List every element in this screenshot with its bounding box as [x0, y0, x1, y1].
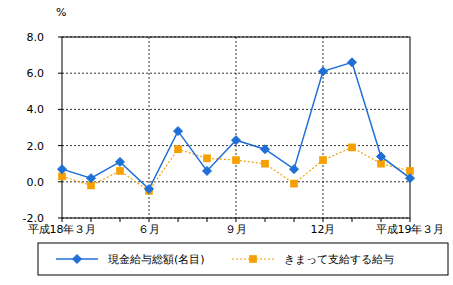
x-tick: [62, 218, 63, 222]
marker: [406, 174, 415, 183]
marker: [232, 156, 240, 164]
legend-label: きまって支給する給与: [284, 253, 394, 266]
legend-box: [38, 243, 448, 275]
y-tick-label: 4.0: [27, 103, 45, 116]
marker: [319, 67, 328, 76]
x-tick: [91, 218, 92, 222]
y-axis-label: %: [56, 6, 66, 19]
grid-line: [323, 37, 324, 218]
plot-area: [58, 58, 415, 195]
marker: [116, 167, 124, 175]
series-line: [62, 62, 410, 189]
x-tick: [381, 218, 382, 222]
x-tick-label: ９月: [225, 223, 247, 236]
marker: [290, 165, 299, 174]
x-tick-label: 平成18年３月: [28, 223, 97, 236]
legend-marker: [73, 255, 82, 264]
marker: [174, 127, 183, 136]
marker: [261, 145, 270, 154]
chart: -2.00.02.04.06.08.0%平成18年３月６月９月12月平成19年３…: [0, 0, 453, 285]
y-tick: [58, 73, 62, 74]
x-tick: [207, 218, 208, 222]
x-tick-label: ６月: [138, 223, 160, 236]
marker: [232, 136, 241, 145]
legend-label: 現金給与総額(名目): [108, 253, 205, 266]
marker: [319, 156, 327, 164]
x-tick: [178, 218, 179, 222]
x-tick-label: 平成19年３月: [376, 223, 445, 236]
marker: [261, 160, 269, 168]
marker: [203, 154, 211, 162]
marker: [116, 157, 125, 166]
legend: 現金給与総額(名目) きまって支給する給与: [38, 243, 448, 275]
marker: [58, 165, 67, 174]
y-tick-label: 2.0: [27, 140, 45, 153]
x-tick-label: 12月: [311, 223, 336, 236]
y-tick: [58, 181, 62, 182]
y-tick: [58, 109, 62, 110]
y-tick-label: 0.0: [27, 176, 45, 189]
y-tick: [58, 37, 62, 38]
legend-marker: [249, 255, 257, 263]
x-tick: [410, 218, 411, 222]
plot-frame: [62, 37, 410, 218]
y-tick-label: 8.0: [27, 31, 45, 44]
y-tick-label: 6.0: [27, 67, 45, 80]
x-tick: [265, 218, 266, 222]
series-line: [62, 147, 410, 190]
marker: [290, 180, 298, 188]
x-tick: [120, 218, 121, 222]
x-tick: [236, 218, 237, 222]
marker: [203, 166, 212, 175]
marker: [174, 145, 182, 153]
y-tick: [58, 218, 62, 219]
marker: [377, 152, 386, 161]
marker: [87, 174, 96, 183]
grid-line: [236, 37, 237, 218]
x-tick: [294, 218, 295, 222]
marker: [348, 58, 357, 67]
x-tick: [149, 218, 150, 222]
marker: [145, 185, 154, 194]
x-tick: [323, 218, 324, 222]
x-tick: [352, 218, 353, 222]
marker: [348, 144, 356, 152]
y-tick: [58, 145, 62, 146]
